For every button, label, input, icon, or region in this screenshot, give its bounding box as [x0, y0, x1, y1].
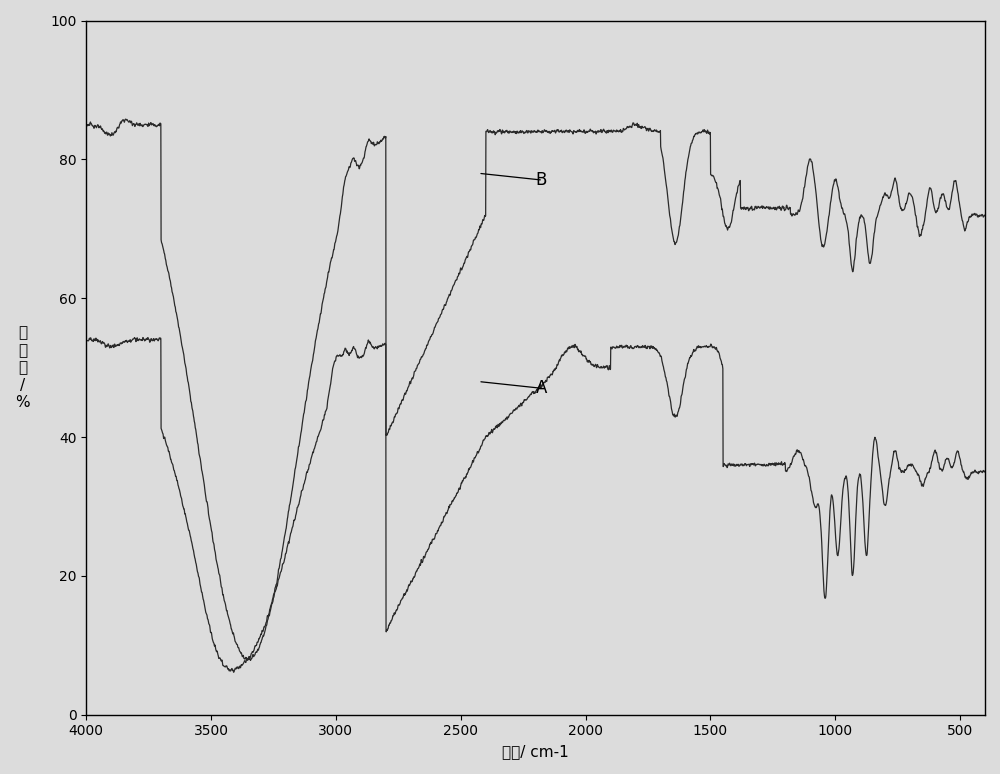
Y-axis label: 透
过
率
/
%: 透 过 率 / % [15, 325, 30, 410]
X-axis label: 波数/ cm-1: 波数/ cm-1 [502, 744, 569, 759]
Text: A: A [535, 379, 547, 397]
Text: B: B [535, 171, 547, 189]
